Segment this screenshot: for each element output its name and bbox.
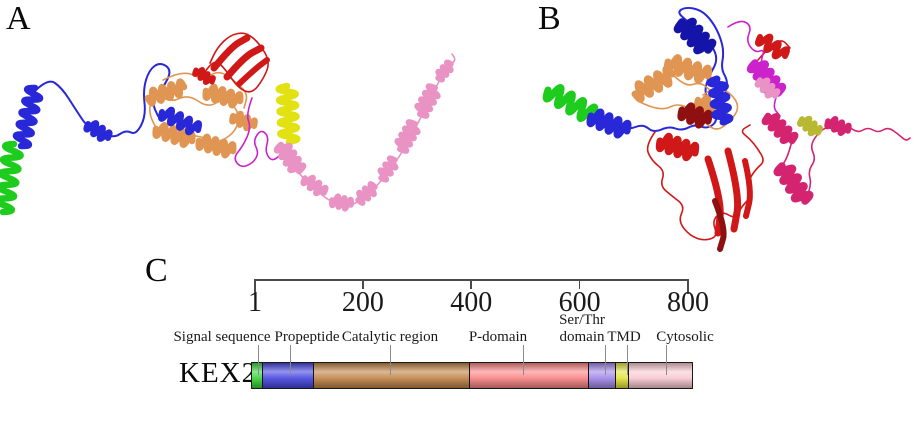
axis-tick bbox=[254, 279, 256, 294]
panel-c-label: C bbox=[145, 252, 168, 289]
pink-ribbon bbox=[377, 155, 399, 183]
red-ribbon bbox=[236, 57, 270, 87]
red-ribbon bbox=[757, 40, 791, 61]
domain-bar bbox=[251, 362, 693, 389]
red-ribbon bbox=[192, 67, 216, 85]
protein-name: KEX2 bbox=[179, 357, 258, 389]
axis-tick bbox=[578, 279, 581, 289]
red-ribbon bbox=[742, 158, 753, 219]
tan-ribbon bbox=[663, 54, 713, 84]
residue-axis: 1 200 400 600 800 bbox=[145, 258, 730, 324]
red-ribbon bbox=[223, 44, 265, 81]
crimson-ribbon bbox=[781, 140, 793, 167]
pink-ribbon bbox=[329, 193, 354, 212]
red-ribbon bbox=[655, 132, 700, 162]
domain-segment-p-domain bbox=[470, 363, 589, 388]
leader-tmd bbox=[627, 345, 629, 375]
darkred-ribbon bbox=[712, 198, 727, 252]
crimson-ribbon bbox=[824, 116, 852, 136]
panel-c-domain-diagram: 1 200 400 600 800 Signal sequence Propeptide… bbox=[145, 258, 730, 428]
leader-propeptide bbox=[290, 345, 292, 375]
tan-ribbon bbox=[152, 122, 196, 148]
domain-segment-signal-sequence bbox=[252, 363, 264, 388]
blue-ribbon bbox=[83, 120, 113, 142]
blue-ribbon bbox=[33, 63, 171, 138]
domain-segment-catalytic-region bbox=[313, 363, 471, 388]
darkred-ribbon bbox=[677, 102, 713, 129]
panel-b-structure-compact-ribbon bbox=[542, 6, 911, 252]
axis-tick bbox=[362, 279, 364, 289]
label-p-domain: P-domain bbox=[468, 329, 528, 345]
green-ribbon bbox=[0, 140, 24, 216]
label-ser-thr-line1: Ser/Thr bbox=[559, 312, 605, 328]
axis-tick-label: 400 bbox=[450, 287, 493, 318]
pink-ribbon bbox=[394, 119, 421, 154]
domain-segment-cytosolic bbox=[628, 363, 692, 388]
leader-p-domain bbox=[523, 345, 525, 375]
magenta-ribbon bbox=[234, 97, 284, 168]
pink-ribbon bbox=[754, 77, 781, 99]
green-ribbon bbox=[542, 84, 599, 122]
yellow-ribbon bbox=[275, 82, 301, 146]
axis-tick-label: 1 bbox=[248, 287, 262, 318]
axis-tick bbox=[687, 279, 689, 294]
label-cytosolic: Cytosolic bbox=[656, 329, 714, 345]
tan-ribbon bbox=[671, 73, 711, 91]
crimson-ribbon bbox=[761, 112, 799, 145]
label-propeptide: Propeptide bbox=[274, 329, 340, 345]
axis-tick bbox=[470, 279, 473, 289]
darkblue-ribbon bbox=[673, 17, 717, 55]
label-tmd: TMD bbox=[607, 329, 641, 345]
label-ser-thr-line2: domain bbox=[559, 329, 605, 345]
olive-ribbon bbox=[797, 115, 823, 137]
leader-cytosolic bbox=[666, 345, 668, 375]
pink-ribbon bbox=[355, 181, 378, 206]
panel-b-label: B bbox=[538, 0, 561, 37]
axis-tick-label: 800 bbox=[667, 287, 709, 318]
tan-ribbon bbox=[631, 65, 676, 103]
label-catalytic-region: Catalytic region bbox=[341, 329, 439, 345]
crimson-ribbon bbox=[804, 126, 911, 202]
pink-ribbon bbox=[300, 174, 329, 197]
blue-ribbon bbox=[706, 75, 734, 126]
pink-ribbon bbox=[273, 141, 307, 175]
blue-ribbon bbox=[158, 106, 202, 136]
tan-ribbon bbox=[195, 133, 237, 159]
red-ribbon bbox=[210, 34, 251, 72]
axis-tick-label: 600 bbox=[558, 287, 601, 318]
pink-ribbon bbox=[435, 59, 454, 83]
domain-segment-ser-thr-domain bbox=[588, 363, 616, 388]
panel-a-structure-extended-ribbon bbox=[0, 32, 456, 216]
red-ribbon bbox=[646, 124, 764, 241]
tan-ribbon bbox=[202, 83, 244, 109]
leader-signal-sequence bbox=[258, 345, 260, 375]
leader-ser-thr bbox=[605, 345, 607, 375]
red-ribbon bbox=[755, 33, 790, 60]
leader-catalytic-region bbox=[390, 345, 392, 375]
panel-a-label: A bbox=[6, 0, 31, 37]
domain-segment-tmd bbox=[615, 363, 629, 388]
blue-ribbon bbox=[12, 84, 44, 150]
tan-ribbon bbox=[144, 78, 188, 107]
domain-segment-propeptide bbox=[263, 363, 314, 388]
crimson-ribbon bbox=[773, 162, 814, 205]
tan-ribbon bbox=[229, 110, 258, 132]
blue-ribbon bbox=[586, 108, 632, 139]
magenta-ribbon bbox=[727, 20, 769, 72]
pink-ribbon bbox=[414, 83, 441, 119]
label-signal-sequence: Signal sequence bbox=[173, 329, 271, 345]
red-ribbon bbox=[724, 147, 742, 233]
axis-tick-label: 200 bbox=[341, 287, 384, 318]
